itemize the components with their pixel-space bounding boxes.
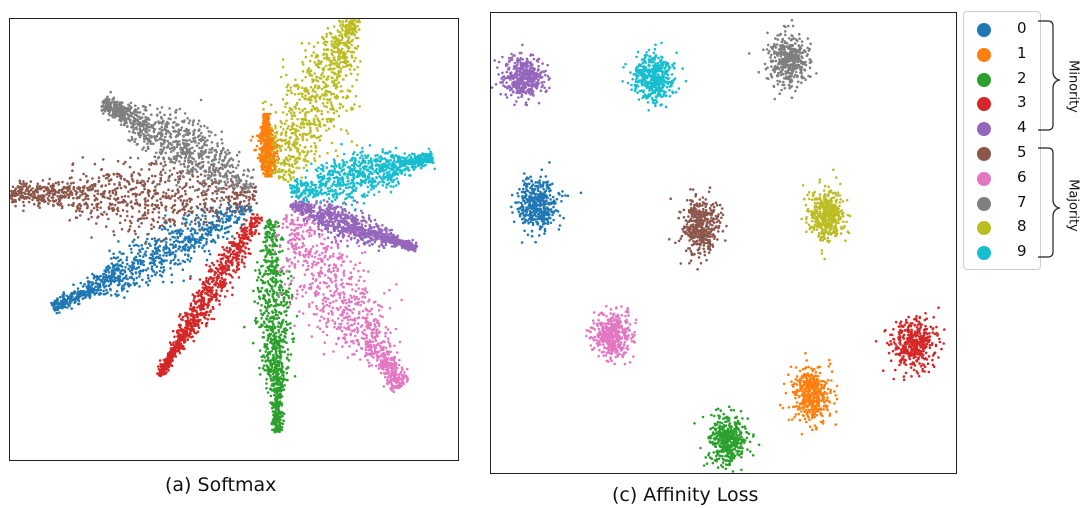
cluster-4	[491, 43, 551, 107]
cluster-7-points	[100, 90, 255, 203]
legend-label: 5	[1017, 143, 1027, 161]
legend-marker	[977, 97, 991, 112]
legend-item-4: 4	[964, 117, 1040, 141]
legend-item-2: 2	[964, 68, 1040, 92]
legend-label: 1	[1017, 43, 1027, 62]
affinity-loss-plot	[490, 12, 957, 474]
legend-label: 3	[1017, 93, 1027, 112]
cluster-8	[800, 168, 852, 261]
legend-item-7: 7	[964, 192, 1040, 216]
cluster-9	[288, 142, 437, 211]
legend-label: 8	[1017, 217, 1027, 236]
minority-label: Minority	[1065, 60, 1081, 113]
cluster-7-points	[747, 18, 818, 101]
cluster-6-points	[273, 209, 409, 393]
cluster-4-points	[491, 43, 551, 107]
cluster-2	[243, 218, 299, 434]
legend-marker	[977, 246, 991, 261]
legend-label: 0	[1017, 19, 1027, 37]
cluster-7	[100, 90, 255, 203]
cluster-3-points	[874, 306, 946, 382]
cluster-1-points	[779, 351, 839, 436]
cluster-8	[261, 19, 362, 183]
cluster-3-points	[156, 212, 264, 378]
legend-marker	[977, 72, 991, 87]
legend-item-1: 1	[964, 43, 1040, 67]
cluster-9-points	[621, 41, 688, 112]
cluster-3	[156, 212, 264, 378]
cluster-9-points	[288, 142, 437, 211]
cluster-8-points	[800, 168, 852, 261]
softmax-caption: (a) Softmax	[165, 474, 277, 496]
legend-item-9: 9	[964, 241, 1040, 265]
cluster-6	[585, 304, 638, 366]
cluster-5-points	[667, 186, 728, 271]
legend-item-0: 0	[964, 18, 1040, 42]
cluster-7	[747, 18, 818, 101]
cluster-0	[510, 161, 583, 244]
legend-marker	[977, 122, 991, 137]
legend-marker	[977, 221, 991, 236]
legend-marker	[977, 47, 991, 62]
legend-marker	[977, 23, 991, 37]
legend-label: 4	[1017, 118, 1027, 137]
softmax-plot	[9, 18, 459, 461]
softmax-scatter	[10, 19, 437, 434]
majority-bracket	[1038, 147, 1061, 258]
legend-item-8: 8	[964, 216, 1040, 240]
cluster-4-points	[289, 197, 419, 253]
minority-bracket	[1038, 20, 1061, 131]
affinity-loss-scatter	[491, 18, 946, 473]
legend-marker	[977, 147, 991, 161]
cluster-5	[667, 186, 728, 271]
legend-item-3: 3	[964, 92, 1040, 116]
legend: 0 1 2 3 4 5 6 7 8 9	[963, 11, 1041, 270]
affinity-loss-caption: (c) Affinity Loss	[612, 484, 759, 506]
legend-label: 2	[1017, 68, 1027, 87]
cluster-4	[289, 197, 419, 253]
cluster-8-points	[261, 19, 362, 183]
group-brackets	[1038, 20, 1061, 258]
legend-marker	[977, 196, 991, 211]
cluster-9	[621, 41, 688, 112]
legend-label: 9	[1017, 242, 1027, 261]
legend-marker	[977, 171, 991, 186]
cluster-3	[874, 306, 946, 382]
cluster-0-points	[510, 161, 583, 244]
cluster-6	[273, 209, 409, 393]
cluster-2-points	[243, 218, 299, 434]
legend-label: 6	[1017, 167, 1027, 186]
cluster-6-points	[585, 304, 638, 366]
cluster-1	[779, 351, 839, 436]
cluster-2-points	[693, 405, 761, 473]
legend-item-6: 6	[964, 167, 1040, 191]
legend-item-5: 5	[964, 142, 1040, 166]
legend-label: 7	[1017, 192, 1027, 211]
majority-label: Majority	[1065, 179, 1081, 232]
cluster-2	[693, 405, 761, 473]
